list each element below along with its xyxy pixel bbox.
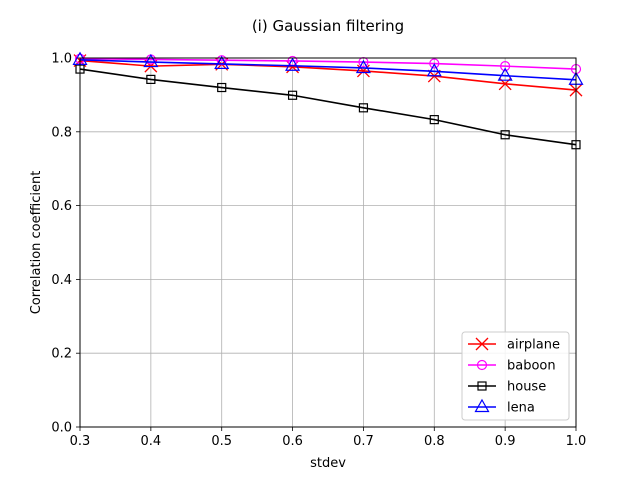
legend-item-baboon: baboon	[468, 359, 556, 374]
legend-item-airplane: airplane	[468, 338, 560, 353]
chart-title: (i) Gaussian filtering	[252, 17, 404, 35]
y-axis-label: Correlation coefficient	[29, 171, 44, 315]
x-tick-label: 0.3	[70, 434, 91, 449]
y-tick-label: 0.0	[51, 421, 72, 436]
legend-label-airplane: airplane	[507, 338, 560, 353]
legend-label-lena: lena	[507, 401, 535, 416]
series-house	[75, 64, 581, 150]
legend-item-house: house	[468, 380, 546, 395]
y-tick-label: 0.2	[51, 347, 72, 362]
legend-box	[461, 331, 570, 421]
x-tick-label: 0.7	[353, 434, 374, 449]
y-tick-label: 0.4	[51, 273, 72, 288]
x-tick-label: 1.0	[566, 434, 587, 449]
series-line-baboon	[79, 57, 577, 70]
plot-frame	[79, 57, 577, 428]
data-point-house	[287, 90, 298, 100]
x-axis-label: stdev	[310, 456, 346, 471]
data-point-house	[358, 103, 369, 113]
legend-label-baboon: baboon	[507, 359, 556, 374]
data-point-lena	[497, 67, 513, 81]
legend-triangle-icon	[474, 398, 490, 413]
data-point-house	[217, 82, 227, 93]
data-point-lena	[214, 55, 230, 70]
legend: airplane baboon house lena	[461, 331, 570, 421]
data-point-lena	[426, 63, 442, 77]
x-tick-label: 0.5	[211, 434, 232, 449]
data-point-lena	[355, 59, 371, 74]
data-point-house	[500, 130, 510, 140]
data-point-baboon	[500, 61, 511, 72]
series-line-house	[79, 68, 577, 146]
legend-label-house: house	[507, 380, 546, 395]
y-tick-label: 1.0	[51, 52, 72, 67]
data-point-baboon	[429, 58, 440, 69]
y-tick-label: 0.8	[51, 125, 72, 140]
legend-x-icon	[475, 337, 489, 351]
legend-square-icon	[477, 381, 487, 391]
legend-circle-icon	[476, 359, 488, 371]
y-tick-label: 0.6	[51, 199, 72, 214]
legend-item-lena: lena	[468, 398, 535, 416]
data-point-house	[146, 74, 156, 85]
data-point-lena	[143, 53, 159, 68]
data-point-lena	[285, 57, 301, 71]
series-line-lena	[79, 59, 577, 81]
x-tick-label: 0.4	[141, 434, 162, 449]
x-tick-label: 0.8	[424, 434, 445, 449]
data-point-house	[429, 115, 439, 125]
x-tick-label: 0.9	[495, 434, 516, 449]
series-line-airplane	[79, 59, 577, 91]
x-tick-label: 0.6	[282, 434, 303, 449]
axes: 0.3 0.4 0.5 0.6 0.7 0.8 0.9 1.0 0.0 0.2 0.4 0.6 0.8 1…	[51, 52, 586, 450]
